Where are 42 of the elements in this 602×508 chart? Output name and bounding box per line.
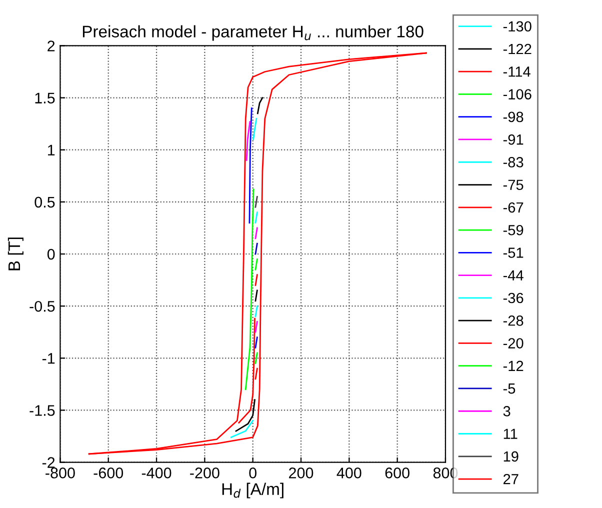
chart-title: Preisach model - parameter H$_{u}$ ... number 180 bbox=[82, 25, 424, 41]
x-tick-label: 800 bbox=[433, 468, 458, 478]
x-tick-label: 600 bbox=[385, 468, 410, 478]
legend-label: -83 bbox=[503, 157, 524, 168]
legend-label: -91 bbox=[503, 134, 524, 145]
y-tick-label: 0 bbox=[47, 248, 55, 260]
x-tick-label: -600 bbox=[94, 468, 124, 478]
legend-label: -5 bbox=[503, 384, 516, 394]
legend-label: -44 bbox=[503, 270, 524, 280]
y-tick-label: -2 bbox=[42, 457, 55, 468]
x-tick-label: -200 bbox=[190, 468, 220, 478]
y-tick-label: 1 bbox=[48, 144, 55, 156]
x-tick-label: 400 bbox=[336, 468, 362, 478]
legend-label: -122 bbox=[503, 44, 532, 54]
legend-label: -114 bbox=[503, 66, 530, 77]
x-tick-label: 200 bbox=[289, 468, 314, 478]
x-tick-label: -400 bbox=[142, 468, 172, 478]
legend-label: -130 bbox=[503, 21, 532, 32]
y-tick-label: 0.5 bbox=[34, 196, 55, 208]
legend-label: -28 bbox=[503, 315, 524, 326]
y-tick-label: -1 bbox=[42, 353, 55, 364]
y-tick-label: -1.5 bbox=[30, 405, 55, 416]
x-tick-label: 0 bbox=[249, 468, 256, 478]
legend-label: -106 bbox=[503, 89, 532, 100]
legend-label: 3 bbox=[503, 406, 510, 416]
legend-label: 27 bbox=[504, 474, 518, 484]
legend-label: -67 bbox=[503, 202, 524, 213]
legend-label: -36 bbox=[503, 292, 524, 304]
legend-label: -20 bbox=[503, 338, 524, 348]
legend-label: -59 bbox=[503, 224, 524, 236]
legend-label: -75 bbox=[503, 180, 524, 190]
x-axis-title: H$_{d}$ [A/m] bbox=[222, 482, 284, 498]
legend-label: 11 bbox=[504, 428, 518, 439]
legend-label: -98 bbox=[503, 112, 524, 122]
legend-label: -12 bbox=[503, 360, 524, 371]
y-tick-label: -0.5 bbox=[30, 300, 55, 312]
x-tick-label: -800 bbox=[46, 468, 75, 478]
y-tick-label: 1.5 bbox=[35, 92, 55, 104]
legend-label: 19 bbox=[504, 451, 518, 462]
legend-label: -51 bbox=[503, 248, 524, 258]
y-axis-title: B [T] bbox=[8, 238, 24, 270]
y-tick-label: 2 bbox=[48, 40, 55, 52]
